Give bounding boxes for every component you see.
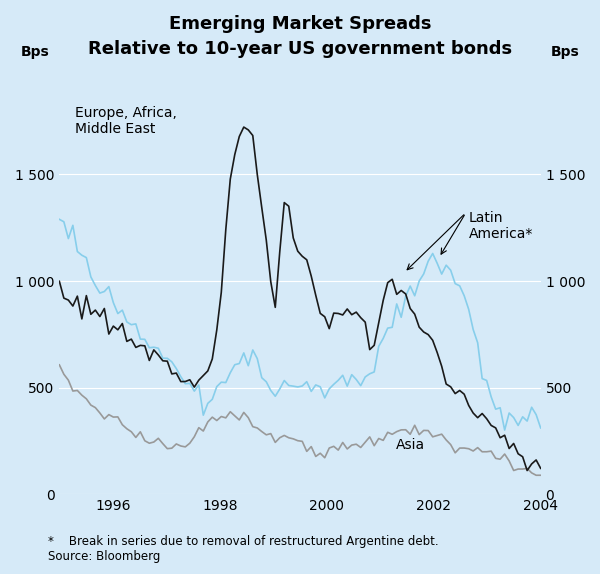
Text: *    Break in series due to removal of restructured Argentine debt.
Source: Bloo: * Break in series due to removal of rest… <box>48 534 439 563</box>
Text: Latin
America*: Latin America* <box>469 211 533 241</box>
Text: Bps: Bps <box>21 45 50 59</box>
Text: Bps: Bps <box>550 45 579 59</box>
Text: Europe, Africa,
Middle East: Europe, Africa, Middle East <box>76 106 177 137</box>
Text: Asia: Asia <box>396 438 425 452</box>
Title: Emerging Market Spreads
Relative to 10-year US government bonds: Emerging Market Spreads Relative to 10-y… <box>88 15 512 58</box>
